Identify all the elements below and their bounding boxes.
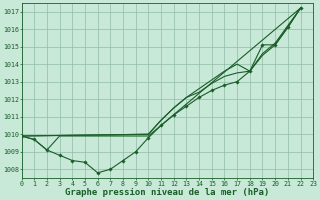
- X-axis label: Graphe pression niveau de la mer (hPa): Graphe pression niveau de la mer (hPa): [65, 188, 269, 197]
